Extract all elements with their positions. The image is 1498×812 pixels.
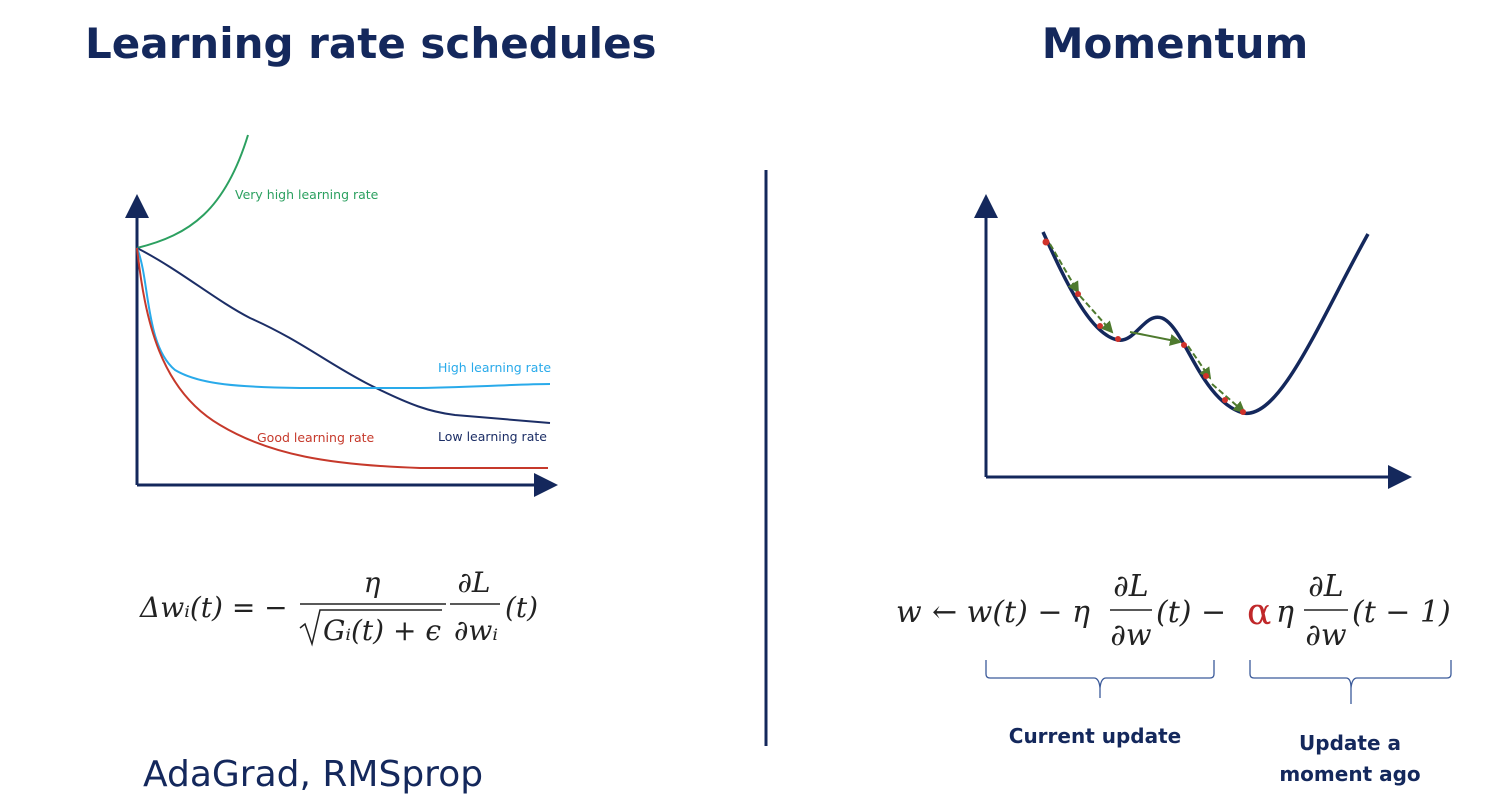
formula-part: ∂L — [1113, 569, 1148, 604]
curve-label: Very high learning rate — [235, 187, 379, 202]
curve-label: Low learning rate — [438, 429, 547, 444]
brace — [1249, 660, 1452, 704]
curve-label: Good learning rate — [257, 430, 375, 445]
momentum-steps — [1049, 243, 1246, 414]
right-title: Momentum — [1042, 19, 1309, 68]
formula-part: Δwᵢ(t) = − — [139, 591, 288, 624]
formula-part: w — [896, 595, 922, 630]
very-high-curve — [136, 134, 249, 249]
formula-part: η — [1276, 595, 1294, 630]
methods-label: AdaGrad, RMSprop — [143, 754, 483, 795]
formula-part: ∂L — [457, 566, 490, 599]
formula-part: ← w(t) − η — [932, 595, 1090, 630]
good-curve — [136, 247, 548, 469]
brace-label: Update a moment ago — [1279, 731, 1421, 786]
formula-part: (t) − — [1156, 595, 1226, 630]
momentum-chart — [974, 194, 1412, 489]
curve-label: High learning rate — [438, 360, 551, 375]
formula-part: (t − 1) — [1352, 595, 1451, 630]
lr-chart: Very high learning rate High learning ra… — [125, 134, 558, 497]
formula-part: ∂L — [1308, 569, 1343, 604]
formula-part: Gᵢ(t) + ϵ — [323, 614, 441, 647]
brace-label: Current update — [1009, 724, 1181, 748]
brace — [985, 660, 1215, 698]
loss-curve — [1041, 231, 1370, 415]
formula-part: ∂w — [1110, 618, 1152, 653]
left-title: Learning rate schedules — [85, 19, 657, 68]
formula-part: (t) — [505, 591, 538, 624]
radical — [299, 609, 442, 647]
formula-part: ∂wᵢ — [454, 614, 498, 647]
alpha-symbol: α — [1247, 592, 1271, 633]
low-curve — [136, 247, 551, 424]
step-points — [1042, 238, 1246, 415]
momentum-formula: w ← w(t) − η ∂L ∂w (t) − α η ∂L ∂w (t − … — [896, 569, 1451, 653]
adagrad-formula: Δwᵢ(t) = − η Gᵢ(t) + ϵ ∂L ∂wᵢ (t) — [139, 566, 538, 647]
high-curve — [136, 247, 551, 389]
formula-part: ∂w — [1305, 618, 1347, 653]
formula-part: η — [364, 566, 381, 599]
